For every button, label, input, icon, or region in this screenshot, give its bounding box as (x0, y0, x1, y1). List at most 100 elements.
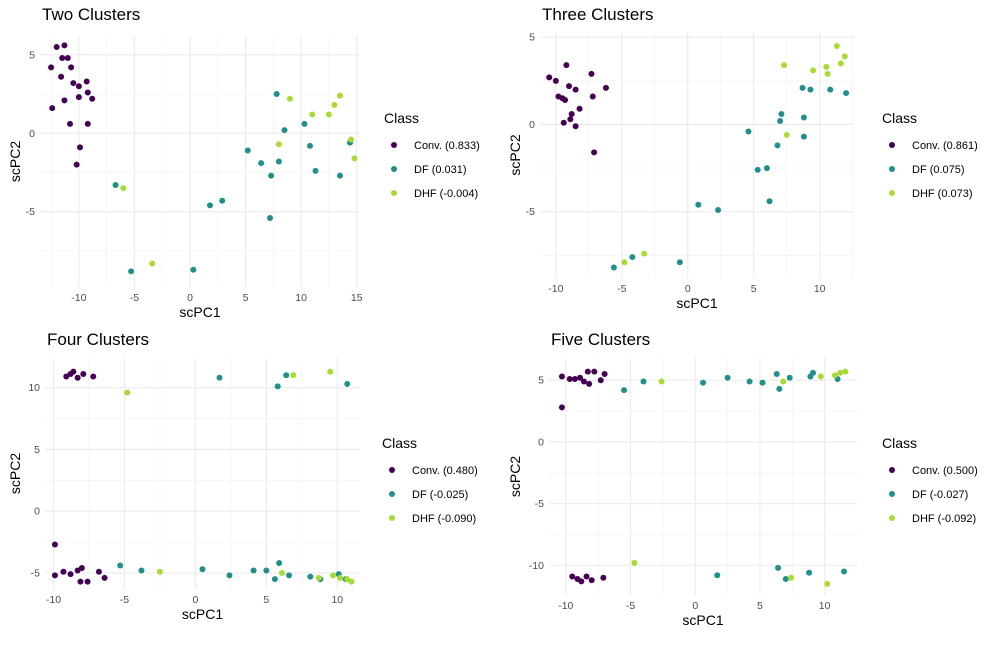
data-point-conv (584, 368, 591, 375)
data-point-df (128, 268, 135, 275)
x-tick-label: -5 (617, 283, 626, 295)
data-point-df (219, 197, 226, 204)
data-point-conv (67, 571, 74, 578)
legend: Class Conv. (0.500) DF (-0.027) DHF (-0.092… (882, 435, 978, 525)
x-tick-label: -5 (130, 292, 139, 304)
data-point-df (216, 374, 223, 381)
legend-label-dhf: DHF (-0.092) (912, 513, 976, 525)
data-point-df (312, 167, 319, 174)
data-point-conv (563, 62, 570, 69)
x-tick-label: 10 (295, 292, 307, 304)
data-point-df (307, 573, 314, 580)
x-tick-label: 10 (814, 283, 826, 295)
y-tick-label: 5 (538, 375, 544, 387)
data-point-dhf (290, 372, 297, 379)
data-point-df (138, 567, 145, 574)
data-point-conv (77, 144, 83, 151)
data-point-df (226, 572, 233, 579)
data-point-df (117, 562, 124, 569)
legend-key-df (889, 166, 895, 172)
data-point-dhf (120, 185, 127, 192)
y-axis-title: scPC2 (507, 134, 523, 175)
data-point-dhf (780, 378, 787, 385)
data-point-df (714, 572, 721, 579)
data-point-df (250, 567, 257, 574)
legend-label-conv: Conv. (0.833) (414, 140, 480, 152)
data-point-df (777, 117, 784, 124)
x-tick-label: -10 (71, 292, 86, 304)
data-point-dhf (351, 155, 358, 162)
data-point-df (307, 142, 313, 149)
legend-label-dhf: DHF (-0.004) (414, 188, 478, 200)
data-point-conv (95, 568, 102, 575)
data-point-dhf (337, 574, 344, 581)
data-point-conv (49, 105, 56, 112)
data-point-df (807, 86, 814, 93)
data-point-conv (566, 83, 573, 90)
data-point-conv (577, 374, 584, 381)
data-point-conv (75, 83, 82, 90)
x-tick-label: 5 (243, 292, 249, 304)
legend-label-conv: Conv. (0.480) (412, 465, 478, 477)
data-point-df (344, 380, 351, 387)
data-point-dhf (817, 373, 824, 380)
data-point-conv (73, 161, 80, 168)
data-point-conv (89, 95, 96, 102)
series-dhf (631, 368, 849, 587)
legend-label-df: DF (0.031) (414, 164, 467, 176)
chart-panel-four-clusters: -10 -5 0 5 10 -5 0 5 10 Four Clusters scPC1 scPC2 Cl… (0, 325, 500, 650)
series-conv (558, 368, 608, 585)
data-point-dhf (278, 569, 285, 576)
data-point-dhf (331, 102, 338, 109)
data-point-conv (562, 97, 569, 104)
legend-label-df: DF (-0.027) (912, 489, 968, 501)
data-point-conv (578, 578, 585, 585)
data-point-df (629, 254, 636, 261)
data-point-conv (567, 116, 574, 123)
data-point-conv (591, 149, 598, 156)
data-point-df (843, 90, 850, 97)
data-point-df (281, 127, 288, 134)
data-point-df (763, 165, 770, 172)
data-point-df (773, 371, 780, 378)
data-point-df (695, 201, 702, 208)
data-point-df (800, 133, 807, 140)
data-point-df (841, 568, 848, 575)
legend: Class Conv. (0.861) DF (0.075) DHF (0.073) (882, 110, 978, 200)
chart-panel-three-clusters: -10 -5 0 5 10 -5 0 5 Three Clusters scPC1 scPC2 Cla… (500, 0, 1000, 325)
data-point-df (274, 383, 281, 390)
data-point-df (775, 564, 782, 571)
data-point-conv (74, 374, 81, 381)
data-point-conv (75, 94, 82, 101)
legend-key-df (889, 491, 895, 497)
data-point-conv (558, 404, 565, 411)
y-axis-title: scPC2 (507, 456, 523, 497)
series-df (117, 372, 351, 583)
legend-key-conv (889, 142, 895, 148)
data-point-df (715, 206, 722, 213)
data-point-conv (568, 111, 575, 117)
data-point-df (610, 264, 617, 271)
legend-key-conv (391, 142, 397, 148)
data-point-dhf (837, 369, 844, 376)
grid-five-clusters (549, 358, 857, 595)
x-tick-label: 10 (331, 594, 343, 606)
data-point-df (271, 576, 278, 583)
legend-key-conv (889, 467, 895, 473)
grid-four-clusters (45, 358, 360, 589)
data-point-df (621, 387, 628, 394)
series-conv (546, 62, 609, 156)
data-point-conv (48, 64, 55, 71)
y-tick-label: 5 (34, 444, 40, 456)
data-point-conv (546, 74, 553, 81)
x-tick-label: 10 (819, 600, 831, 612)
series-df (610, 84, 850, 271)
data-point-df (810, 369, 816, 376)
data-point-dhf (330, 572, 337, 579)
data-point-dhf (781, 62, 788, 69)
data-point-dhf (842, 368, 849, 375)
data-point-df (799, 84, 806, 91)
legend-title: Class (382, 435, 417, 451)
data-point-dhf (149, 260, 156, 267)
data-point-conv (600, 574, 607, 581)
